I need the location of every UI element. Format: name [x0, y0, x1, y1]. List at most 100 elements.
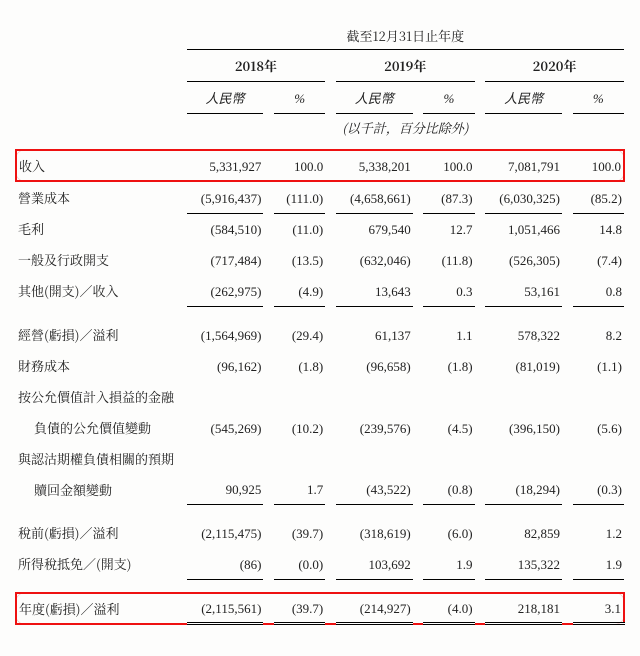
cell-rmb: (318,619) [336, 517, 413, 548]
cell-pct: (4.9) [274, 275, 325, 306]
cell-rmb: (2,115,475) [187, 517, 264, 548]
year-2019: 2019年 [336, 50, 475, 82]
row-revenue: 收入 5,331,927 100.0 5,338,201 100.0 7,081,791 1… [16, 150, 624, 181]
cell-rmb: 7,081,791 [485, 150, 562, 181]
cell-rmb: 82,859 [485, 517, 562, 548]
row-put2: 贖回金額變動90,9251.7(43,522)(0.8)(18,294)(0.3… [16, 474, 624, 505]
cell-pct: (11.8) [423, 244, 474, 275]
cell-pct: (13.5) [274, 244, 325, 275]
cell-pct: (1.8) [423, 350, 474, 381]
cell-pct: 1.7 [274, 474, 325, 505]
cell-pct: (4.0) [423, 593, 474, 624]
cell-pct: (85.2) [573, 181, 624, 213]
period-title-row: 截至12月31日止年度 [16, 20, 624, 50]
row-label: 其他(開支)／收入 [16, 275, 176, 306]
rmb-label-2: 人民幣 [485, 82, 562, 114]
cell-rmb: 135,322 [485, 548, 562, 579]
year-2018: 2018年 [187, 50, 326, 82]
cell-rmb: (18,294) [485, 474, 562, 505]
row-sp1 [16, 306, 624, 319]
cell-rmb: (545,269) [187, 412, 264, 443]
cell-pct: 14.8 [573, 213, 624, 244]
cell-pct: 1.2 [573, 517, 624, 548]
year-2020: 2020年 [485, 50, 624, 82]
cell-pct: (87.3) [423, 181, 474, 213]
cell-pct: 1.9 [423, 548, 474, 579]
row-label: 毛利 [16, 213, 176, 244]
row-label: 一般及行政開支 [16, 244, 176, 275]
cell-rmb: (717,484) [187, 244, 264, 275]
row-pbt: 稅前(虧損)／溢利 (2,115,475) (39.7) (318,619) (6.0)… [16, 517, 624, 548]
cell-pct: 100.0 [274, 150, 325, 181]
cell-rmb: (6,030,325) [485, 181, 562, 213]
row-op: 經營(虧損)／溢利(1,564,969)(29.4)61,1371.1578,3… [16, 319, 624, 350]
row-label: 年度(虧損)／溢利 [16, 593, 176, 624]
row-cogs: 營業成本(5,916,437)(111.0)(4,658,661)(87.3)(… [16, 181, 624, 213]
row-fv1: 按公允價值計入損益的金融 [16, 381, 624, 412]
cell-rmb: (214,927) [336, 593, 413, 624]
pct-label-0: % [274, 82, 325, 114]
cell-pct: 12.7 [423, 213, 474, 244]
cell-rmb: (1,564,969) [187, 319, 264, 350]
cell-pct: 1.1 [423, 319, 474, 350]
cell-pct: (4.5) [423, 412, 474, 443]
cell-pct: (1.8) [274, 350, 325, 381]
row-sp3 [16, 579, 624, 593]
row-label: 經營(虧損)／溢利 [16, 319, 176, 350]
cell-rmb: 5,338,201 [336, 150, 413, 181]
cell-rmb: 5,331,927 [187, 150, 264, 181]
cell-pct: 1.9 [573, 548, 624, 579]
cell-pct: (0.8) [423, 474, 474, 505]
cell-pct: (1.1) [573, 350, 624, 381]
row-fv2: 負債的公允價值變動(545,269)(10.2)(239,576)(4.5)(3… [16, 412, 624, 443]
cell-rmb: 1,051,466 [485, 213, 562, 244]
cell-rmb: (81,019) [485, 350, 562, 381]
cell-pct: 100.0 [423, 150, 474, 181]
row-fin: 財務成本 (96,162) (1.8) (96,658) (1.8) (81,019) (1… [16, 350, 624, 381]
cell-pct: 8.2 [573, 319, 624, 350]
cell-pct: (39.7) [274, 593, 325, 624]
cell-pct: 100.0 [573, 150, 624, 181]
pct-label-2: % [573, 82, 624, 114]
row-label: 收入 [16, 150, 176, 181]
cell-pct: 3.1 [573, 593, 624, 624]
row-label: 按公允價值計入損益的金融 [16, 381, 176, 412]
year-header-row: 2018年 2019年 2020年 [16, 50, 624, 82]
cell-pct: (7.4) [573, 244, 624, 275]
cell-rmb: (86) [187, 548, 264, 579]
cell-pct: (29.4) [274, 319, 325, 350]
sub-header-row: 人民幣 % 人民幣 % 人民幣 % [16, 82, 624, 114]
row-other: 其他(開支)／收入(262,975)(4.9)13,6430.353,1610.… [16, 275, 624, 306]
cell-rmb: (526,305) [485, 244, 562, 275]
cell-rmb: 679,540 [336, 213, 413, 244]
row-label: 財務成本 [16, 350, 176, 381]
cell-pct: (11.0) [274, 213, 325, 244]
period-title: 截至12月31日止年度 [187, 20, 624, 50]
row-label: 贖回金額變動 [16, 474, 176, 505]
cell-pct: 0.8 [573, 275, 624, 306]
cell-rmb: 218,181 [485, 593, 562, 624]
cell-pct: (0.3) [573, 474, 624, 505]
row-label: 所得稅抵免／(開支) [16, 548, 176, 579]
cell-pct: (0.0) [274, 548, 325, 579]
cell-pct: (10.2) [274, 412, 325, 443]
cell-rmb: (96,162) [187, 350, 264, 381]
row-label: 稅前(虧損)／溢利 [16, 517, 176, 548]
row-ga: 一般及行政開支 (717,484) (13.5) (632,046) (11.8) (52… [16, 244, 624, 275]
cell-rmb: (96,658) [336, 350, 413, 381]
row-net: 年度(虧損)／溢利(2,115,561)(39.7)(214,927)(4.0)… [16, 593, 624, 624]
row-label: 與認沽期權負債相關的預期 [16, 443, 176, 474]
row-tax: 所得稅抵免／(開支) (86) (0.0) 103,692 1.9 135,322 1.9 [16, 548, 624, 579]
cell-rmb: 103,692 [336, 548, 413, 579]
cell-rmb: 90,925 [187, 474, 264, 505]
cell-pct: (5.6) [573, 412, 624, 443]
cell-pct: (39.7) [274, 517, 325, 548]
cell-pct: (6.0) [423, 517, 474, 548]
cell-rmb: (632,046) [336, 244, 413, 275]
cell-rmb: 13,643 [336, 275, 413, 306]
cell-rmb: 53,161 [485, 275, 562, 306]
cell-pct: (111.0) [274, 181, 325, 213]
row-sp2 [16, 505, 624, 518]
rmb-label-1: 人民幣 [336, 82, 413, 114]
financials-table: 截至12月31日止年度 2018年 2019年 2020年 人民幣 % 人民幣 … [15, 20, 625, 625]
